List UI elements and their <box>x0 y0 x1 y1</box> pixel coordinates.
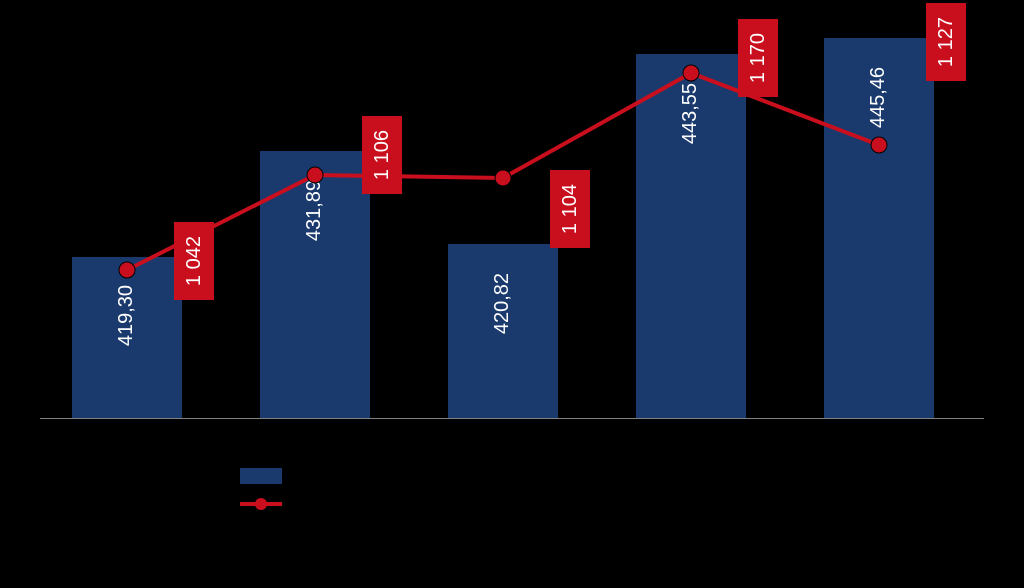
legend-row <box>240 468 296 484</box>
line-marker <box>495 170 511 186</box>
legend-swatch-line-icon <box>240 496 282 512</box>
line-value-label: 1 042 <box>183 236 206 286</box>
line-value-badge: 1 042 <box>174 222 214 300</box>
line-value-badge: 1 106 <box>362 116 402 194</box>
legend-swatch-bar-icon <box>240 468 282 484</box>
line-value-label: 1 170 <box>747 33 770 83</box>
combo-chart: 419,30431,89420,82443,55445,46 1 0421 10… <box>0 0 1024 588</box>
legend-row <box>240 496 296 512</box>
line-series-svg <box>0 0 1024 588</box>
line-marker <box>871 137 887 153</box>
line-marker <box>307 167 323 183</box>
line-value-badge: 1 170 <box>738 19 778 97</box>
line-value-badge: 1 104 <box>550 170 590 248</box>
line-value-badge: 1 127 <box>926 3 966 81</box>
line-value-label: 1 106 <box>371 130 394 180</box>
legend <box>240 468 296 512</box>
line-marker <box>119 262 135 278</box>
line-value-label: 1 127 <box>935 17 958 67</box>
line-value-label: 1 104 <box>559 184 582 234</box>
line-marker <box>683 65 699 81</box>
